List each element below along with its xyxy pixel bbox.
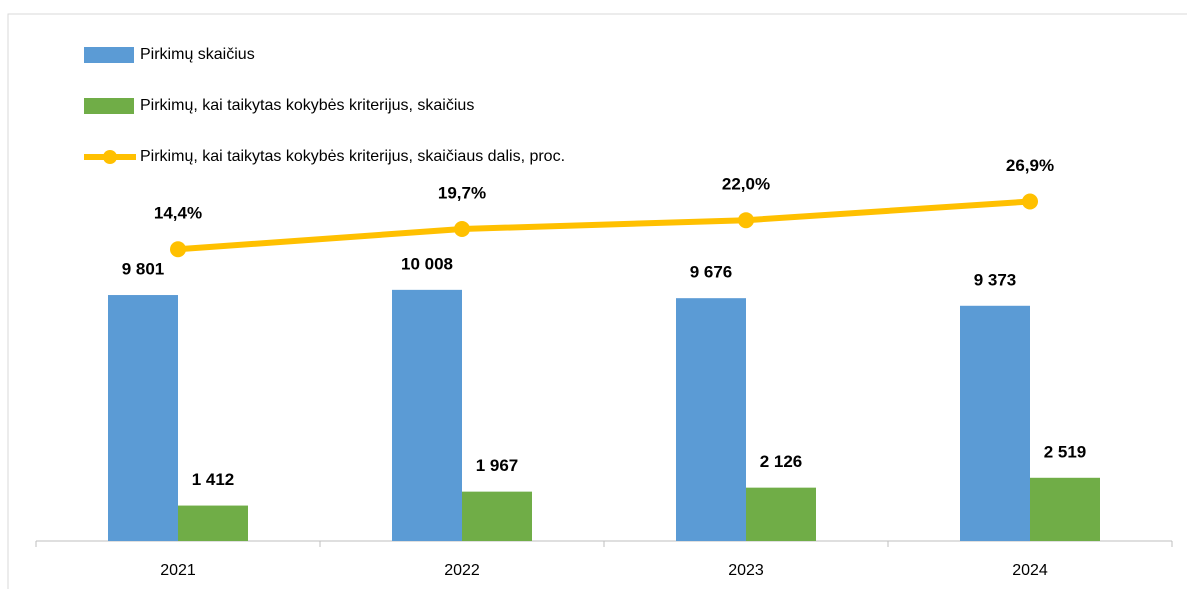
bar: [1030, 477, 1100, 541]
line-point: [1022, 193, 1038, 210]
value-label: 2 126: [760, 452, 803, 471]
line: [177, 198, 1031, 253]
legend-label: Pirkimų, kai taikytas kokybės kriterijus…: [140, 148, 565, 165]
value-label: 10 008: [401, 254, 453, 273]
bar: [392, 289, 462, 541]
bar: [108, 295, 178, 541]
line-point: [738, 212, 754, 229]
legend-swatch: [84, 47, 134, 63]
x-tick-label: 2021: [160, 562, 196, 579]
legend-swatch: [84, 98, 134, 114]
line-point: [170, 241, 186, 258]
value-label: 1 967: [476, 456, 519, 475]
value-label: 26,9%: [1006, 156, 1054, 175]
x-tick-label: 2023: [728, 562, 764, 579]
x-tick-label: 2024: [1012, 562, 1048, 579]
chart-frame: [7, 13, 1187, 589]
value-label: 9 801: [122, 260, 165, 279]
value-label: 9 676: [690, 263, 733, 282]
legend-marker: [103, 150, 117, 164]
value-label: 22,0%: [722, 175, 770, 194]
line-point: [454, 221, 470, 238]
value-label: 2 519: [1044, 442, 1087, 461]
bar: [462, 491, 532, 541]
value-label: 19,7%: [438, 183, 486, 202]
bar: [178, 505, 248, 541]
bar: [676, 298, 746, 541]
value-label: 9 373: [974, 270, 1017, 289]
legend-label: Pirkimų skaičius: [140, 46, 255, 63]
value-label: 14,4%: [154, 204, 202, 223]
bar: [746, 487, 816, 541]
legend-label: Pirkimų, kai taikytas kokybės kriterijus…: [140, 97, 474, 114]
bar: [960, 305, 1030, 541]
value-label: 1 412: [192, 470, 235, 489]
x-tick-label: 2022: [444, 562, 480, 579]
